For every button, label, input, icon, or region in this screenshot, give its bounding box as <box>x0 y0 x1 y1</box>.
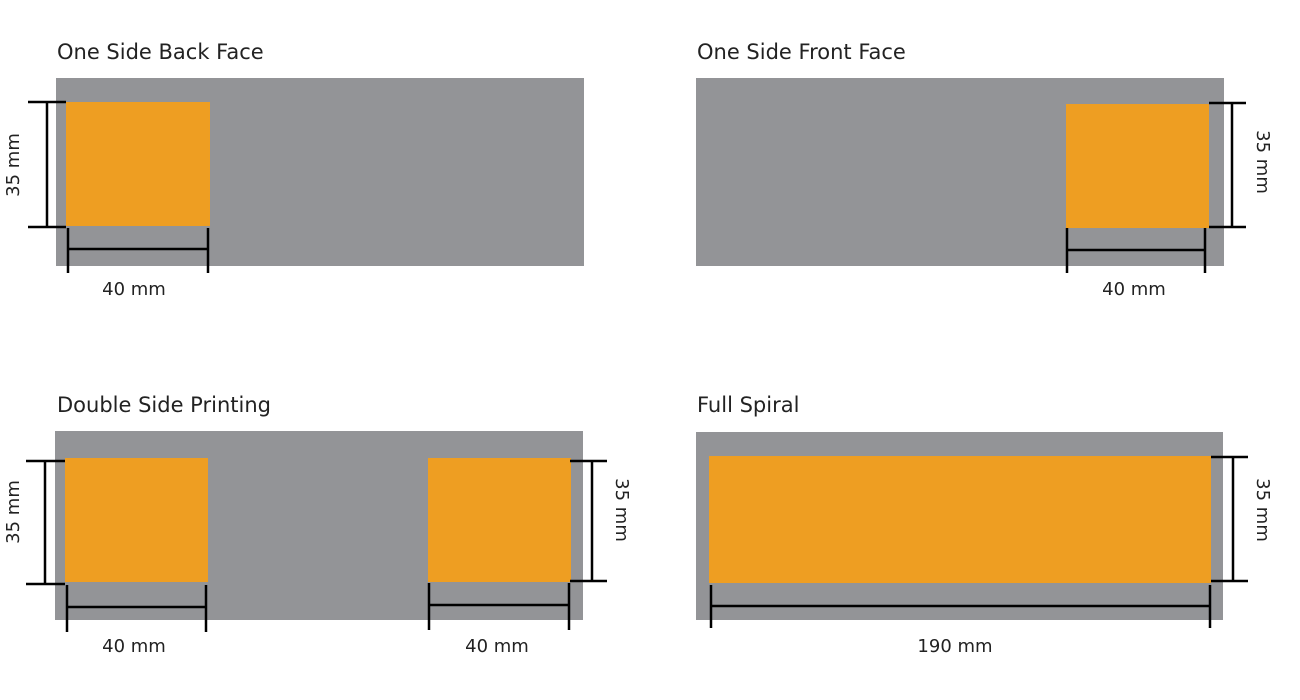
print-area <box>428 458 571 582</box>
panel: One Side Front Face 35 mm 40 mm <box>696 40 1273 300</box>
height-label: 35 mm <box>611 478 632 542</box>
panel: One Side Back Face 35 mm 40 mm <box>3 40 584 300</box>
width-label: 40 mm <box>102 279 166 300</box>
width-label: 40 mm <box>465 636 529 657</box>
height-label: 35 mm <box>3 133 24 197</box>
panel-title: Double Side Printing <box>57 393 271 417</box>
print-area <box>709 456 1211 583</box>
print-area <box>65 458 208 582</box>
height-label: 35 mm <box>1252 478 1273 542</box>
width-label: 40 mm <box>1102 279 1166 300</box>
panel-title: One Side Back Face <box>57 40 264 64</box>
print-area <box>1066 104 1209 228</box>
panel: Double Side Printing 35 mm 35 mm 40 mm 4… <box>3 393 632 657</box>
print-area <box>66 102 210 226</box>
panel-title: Full Spiral <box>697 393 799 417</box>
width-label: 190 mm <box>917 636 992 657</box>
width-label: 40 mm <box>102 636 166 657</box>
height-label: 35 mm <box>1252 130 1273 194</box>
panel: Full Spiral 35 mm 190 mm <box>696 393 1273 657</box>
height-label: 35 mm <box>3 480 24 544</box>
panel-title: One Side Front Face <box>697 40 906 64</box>
